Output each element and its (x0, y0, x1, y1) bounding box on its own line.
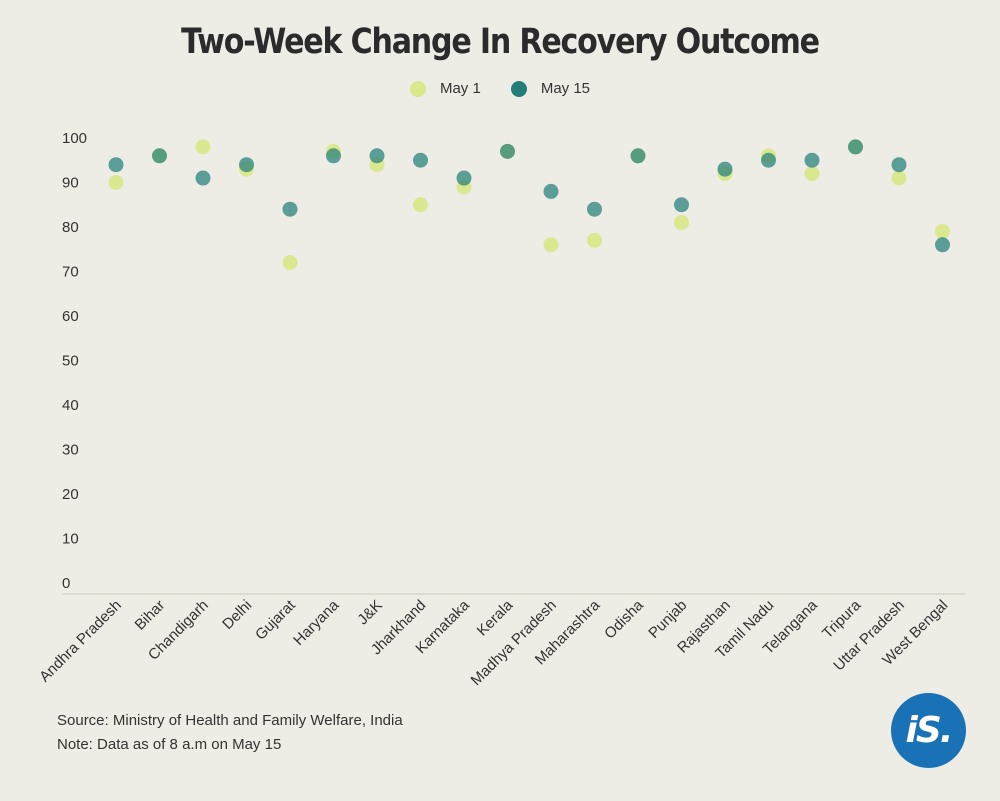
point-may-15 (239, 157, 254, 173)
x-tick-label: Andhra Pradesh (36, 597, 125, 686)
x-tick-label: Bihar (132, 597, 169, 634)
point-may-1 (282, 255, 298, 271)
point-may-1 (108, 175, 124, 190)
legend-item-may-15: May 15 (510, 80, 591, 97)
point-may-15 (413, 152, 428, 168)
chart-title: Two-Week Change In Recovery Outcome (181, 22, 820, 62)
point-may-15 (891, 157, 907, 173)
note-text: Note: Data as of 8 a.m on May 15 (57, 736, 282, 753)
point-may-15 (587, 201, 602, 217)
point-may-1 (891, 170, 907, 186)
point-may-15 (543, 183, 559, 199)
y-tick-label: 70 (62, 264, 79, 281)
y-tick-label: 100 (62, 130, 87, 147)
point-may-1 (587, 232, 602, 248)
source-text: Source: Ministry of Health and Family We… (57, 712, 403, 729)
point-may-15 (848, 139, 863, 155)
point-may-1 (543, 237, 559, 253)
point-may-15 (195, 170, 211, 186)
x-tick-label: Haryana (290, 596, 343, 649)
point-may-15 (717, 161, 733, 177)
point-may-15 (630, 148, 646, 164)
point-may-15 (456, 170, 472, 186)
y-tick-label: 30 (62, 442, 79, 459)
y-tick-label: 0 (62, 575, 70, 592)
point-may-15 (935, 237, 950, 253)
y-tick-label: 20 (62, 486, 79, 503)
y-tick-label: 80 (62, 219, 79, 236)
point-may-15 (369, 148, 385, 164)
point-may-1 (413, 197, 428, 213)
point-may-15 (152, 148, 167, 164)
point-may-15 (500, 143, 515, 159)
legend-label-may-1: May 1 (439, 80, 481, 97)
point-may-1 (674, 215, 689, 231)
legend-label-may-15: May 15 (540, 80, 591, 97)
point-may-1 (195, 139, 211, 155)
x-tick-label: Delhi (219, 597, 255, 633)
point-may-1 (804, 166, 820, 182)
point-may-1 (935, 223, 950, 239)
legend-dot-may-1 (409, 80, 426, 97)
point-may-15 (108, 157, 124, 173)
legend-item-may-1: May 1 (409, 80, 481, 97)
y-tick-label: 60 (62, 308, 79, 325)
x-tick-label: Odisha (601, 596, 647, 642)
point-may-15 (804, 152, 820, 168)
point-may-15 (761, 152, 776, 168)
point-may-15 (282, 201, 298, 217)
y-tick-label: 90 (62, 175, 79, 192)
legend: May 1 May 15 (0, 80, 1000, 97)
legend-dot-may-15 (510, 80, 527, 97)
point-may-15 (326, 148, 341, 164)
point-may-15 (674, 197, 689, 213)
y-tick-label: 40 (62, 397, 79, 414)
y-tick-label: 50 (62, 353, 79, 370)
y-tick-label: 10 (62, 531, 79, 548)
indiaspend-logo: iS. (891, 693, 966, 768)
x-tick-label: J&K (354, 597, 385, 628)
